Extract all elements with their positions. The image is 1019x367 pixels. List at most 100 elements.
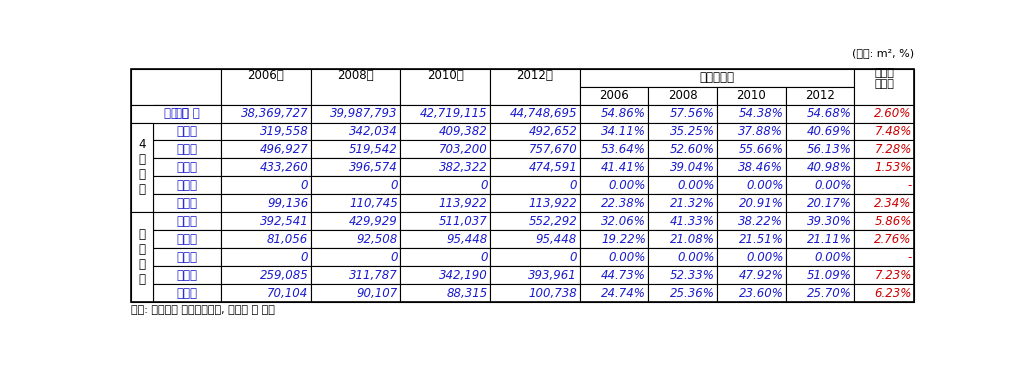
Bar [648, 212, 716, 230]
Text: 21.51%: 21.51% [738, 233, 783, 246]
Text: 7.28%: 7.28% [873, 143, 911, 156]
Text: 19.22%: 19.22% [600, 233, 645, 246]
Text: 상주시: 상주시 [176, 143, 198, 156]
Text: 2.76%: 2.76% [873, 233, 911, 246]
Bar [785, 159, 854, 177]
Bar [489, 69, 579, 105]
Bar [785, 284, 854, 302]
Text: 0.00%: 0.00% [677, 251, 714, 264]
Text: 41.41%: 41.41% [600, 161, 645, 174]
Bar [854, 248, 913, 266]
Text: 492,652: 492,652 [528, 125, 577, 138]
Bar [579, 123, 648, 141]
Text: 5.86%: 5.86% [873, 215, 911, 228]
Text: 39,987,793: 39,987,793 [330, 107, 397, 120]
Text: 99,136: 99,136 [267, 197, 308, 210]
Bar [716, 266, 785, 284]
Bar [489, 230, 579, 248]
Bar [311, 194, 399, 212]
Text: 52.33%: 52.33% [669, 269, 714, 281]
Bar [311, 284, 399, 302]
Bar [153, 284, 221, 302]
Text: 342,190: 342,190 [438, 269, 487, 281]
Bar [311, 141, 399, 159]
Bar [221, 212, 311, 230]
Bar [785, 105, 854, 123]
Text: 2006년: 2006년 [248, 69, 284, 82]
Bar [399, 284, 489, 302]
Bar [221, 141, 311, 159]
Bar [716, 248, 785, 266]
Text: (단위: m², %): (단위: m², %) [851, 48, 913, 58]
Text: 42,719,115: 42,719,115 [420, 107, 487, 120]
Text: 인
근
지
역: 인 근 지 역 [139, 228, 146, 286]
Bar [221, 266, 311, 284]
Bar [648, 87, 716, 105]
Text: 39.30%: 39.30% [806, 215, 851, 228]
Text: 110,745: 110,745 [348, 197, 397, 210]
Text: 0: 0 [480, 251, 487, 264]
Bar [489, 123, 579, 141]
Bar [311, 248, 399, 266]
Text: 552,292: 552,292 [528, 215, 577, 228]
Bar [854, 230, 913, 248]
Text: 1.53%: 1.53% [873, 161, 911, 174]
Bar [399, 177, 489, 194]
Text: 0: 0 [390, 179, 397, 192]
Text: 0.00%: 0.00% [814, 179, 851, 192]
Bar [131, 69, 913, 302]
Bar [153, 177, 221, 194]
Text: 319,558: 319,558 [259, 125, 308, 138]
Text: 396,574: 396,574 [348, 161, 397, 174]
Text: 259,085: 259,085 [259, 269, 308, 281]
Bar [399, 159, 489, 177]
Text: 38.46%: 38.46% [738, 161, 783, 174]
Text: 81,056: 81,056 [267, 233, 308, 246]
Text: 0.00%: 0.00% [677, 179, 714, 192]
Bar [785, 141, 854, 159]
Bar [716, 194, 785, 212]
Text: 70,104: 70,104 [267, 287, 308, 299]
Bar [153, 123, 221, 141]
Bar [311, 123, 399, 141]
Bar [579, 230, 648, 248]
Bar [153, 212, 221, 230]
Text: 22.38%: 22.38% [600, 197, 645, 210]
Bar [648, 177, 716, 194]
Text: 청송군: 청송군 [176, 179, 198, 192]
Bar [489, 248, 579, 266]
Bar [854, 212, 913, 230]
Text: 예천군: 예천군 [176, 233, 198, 246]
Bar [579, 248, 648, 266]
Bar [399, 266, 489, 284]
Bar [854, 123, 913, 141]
Text: 안동시: 안동시 [176, 125, 198, 138]
Bar [489, 177, 579, 194]
Bar [489, 141, 579, 159]
Text: 57.56%: 57.56% [669, 107, 714, 120]
Text: 영덕군: 영덕군 [176, 197, 198, 210]
Bar [399, 141, 489, 159]
Text: 44.73%: 44.73% [600, 269, 645, 281]
Text: 32.06%: 32.06% [600, 215, 645, 228]
Bar [131, 69, 221, 105]
Text: 95,448: 95,448 [446, 233, 487, 246]
Text: 문경시: 문경시 [176, 215, 198, 228]
Text: 311,787: 311,787 [348, 269, 397, 281]
Text: 54.38%: 54.38% [738, 107, 783, 120]
Bar [716, 284, 785, 302]
Bar [854, 284, 913, 302]
Text: 2.34%: 2.34% [873, 197, 911, 210]
Bar [648, 105, 716, 123]
Text: 40.98%: 40.98% [806, 161, 851, 174]
Text: 영양군: 영양군 [176, 251, 198, 264]
Text: 4
축
주
변: 4 축 주 변 [139, 138, 146, 196]
Bar [131, 212, 153, 302]
Text: 55.66%: 55.66% [738, 143, 783, 156]
Bar [854, 266, 913, 284]
Bar [399, 230, 489, 248]
Bar [489, 284, 579, 302]
Text: 20.17%: 20.17% [806, 197, 851, 210]
Text: 0.00%: 0.00% [608, 251, 645, 264]
Text: 0.00%: 0.00% [608, 179, 645, 192]
